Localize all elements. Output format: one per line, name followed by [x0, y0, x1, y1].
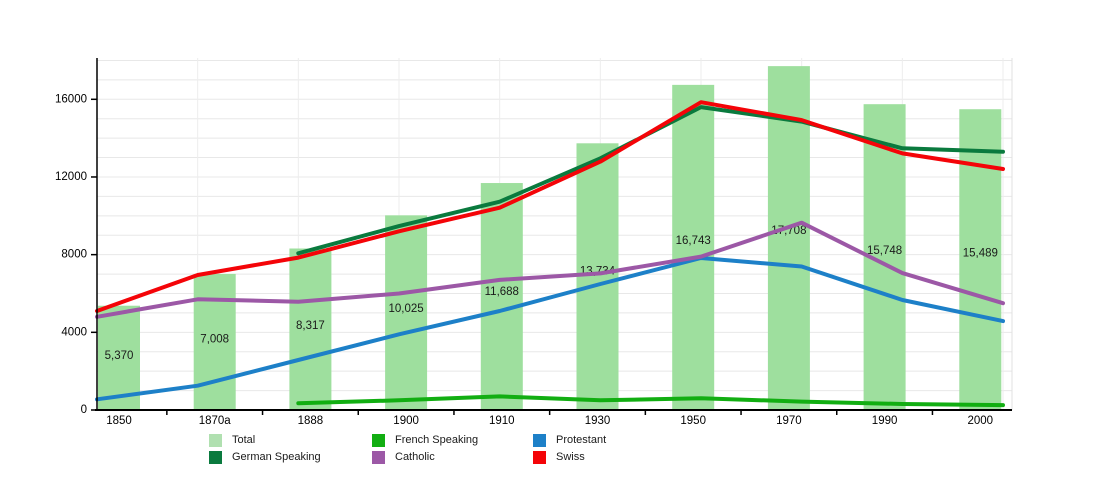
- series-line-french-speaking: [296, 394, 1005, 408]
- legend-item-swiss: Swiss: [533, 450, 585, 464]
- series-line-swiss: [95, 100, 1005, 313]
- x-category-label: 2000: [968, 415, 994, 427]
- bar-value-label: 15,489: [963, 248, 998, 260]
- y-tick-label: 16000: [55, 93, 87, 105]
- x-category-label: 1900: [393, 415, 419, 427]
- bar-value-label: 11,688: [485, 286, 519, 298]
- total-bar: [576, 143, 619, 410]
- total-bar: [193, 273, 236, 410]
- x-category-label: 1930: [585, 415, 611, 427]
- total-bar: [672, 84, 715, 410]
- legend-label: Catholic: [395, 451, 435, 463]
- y-tick-label: 4000: [61, 326, 87, 338]
- legend-swatch: [372, 433, 385, 447]
- legend-label: Swiss: [556, 451, 585, 463]
- bar-value-label: 15,748: [867, 245, 902, 257]
- legend-swatch: [209, 433, 222, 447]
- bar-value-label: 16,743: [676, 235, 711, 247]
- legend-item-catholic: Catholic: [372, 450, 435, 464]
- legend-label: Total: [232, 434, 256, 446]
- series-line-protestant: [95, 256, 1005, 402]
- x-category-label: 1950: [680, 415, 706, 427]
- legend-swatch: [372, 450, 385, 464]
- x-category-label: 1888: [298, 415, 324, 427]
- total-bar: [289, 248, 332, 410]
- total-bar: [959, 109, 1002, 410]
- legend-item-protestant: Protestant: [533, 433, 606, 447]
- legend-label: Protestant: [556, 434, 607, 446]
- bar-value-label: 10,025: [389, 303, 424, 315]
- total-bar: [480, 183, 523, 410]
- bar-value-label: 5,370: [105, 350, 134, 362]
- chart-canvas: 5,3707,0088,31710,02511,68813,73416,7431…: [55, 58, 1013, 427]
- x-category-label: 1970: [776, 415, 802, 427]
- bar-value-label: 7,008: [200, 333, 229, 345]
- x-category-label: 1990: [872, 415, 898, 427]
- y-tick-label: 0: [81, 404, 87, 416]
- y-tick-label: 12000: [55, 171, 87, 183]
- legend-item-total: Total: [209, 433, 255, 447]
- bar-value-label: 8,317: [296, 320, 325, 332]
- x-category-label: 1870a: [199, 415, 232, 427]
- x-category-label: 1910: [489, 415, 515, 427]
- legend-swatch: [209, 450, 222, 464]
- series-line-catholic: [95, 220, 1005, 319]
- legend-swatch: [533, 450, 546, 464]
- legend-item-french-speaking: French Speaking: [372, 433, 478, 447]
- x-category-label: 1850: [106, 415, 132, 427]
- y-tick-label: 8000: [61, 249, 87, 261]
- legend-label: German Speaking: [232, 451, 321, 463]
- legend-item-german-speaking: German Speaking: [209, 450, 321, 464]
- legend-swatch: [533, 433, 546, 447]
- legend-label: French Speaking: [395, 434, 479, 446]
- total-bar: [385, 215, 428, 410]
